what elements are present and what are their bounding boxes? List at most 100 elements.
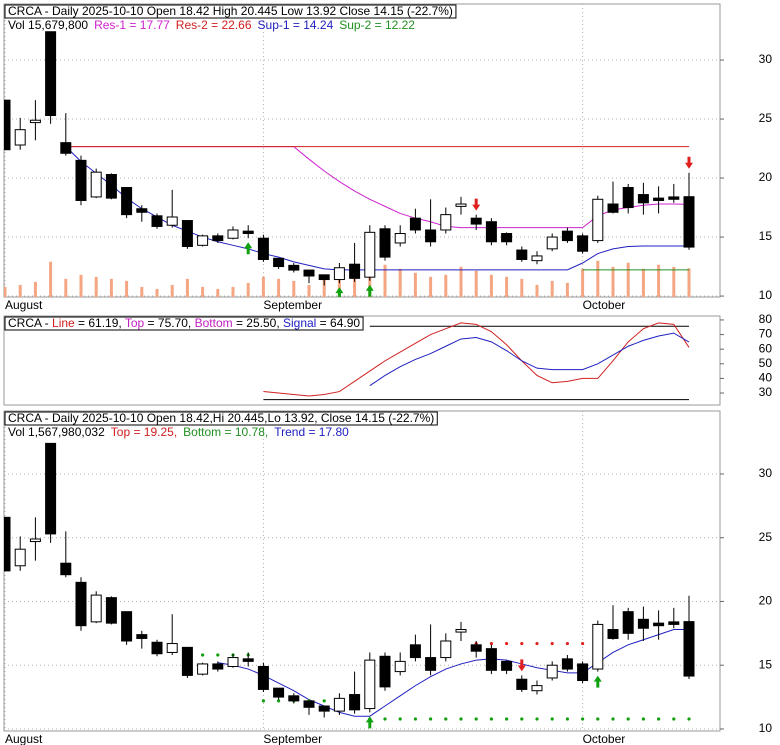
candle-body	[668, 196, 680, 200]
panel-frame	[3, 3, 721, 298]
candle-body	[409, 644, 421, 659]
volume-bar	[307, 284, 311, 297]
candle-body	[273, 257, 285, 268]
volume-bar	[550, 280, 554, 297]
volume-bar	[64, 278, 68, 297]
candle-body	[4, 99, 11, 151]
candle-body	[212, 663, 224, 670]
candle-body	[364, 659, 376, 710]
legend-entry: Sup-1 = 14.24	[258, 18, 334, 32]
legend: Vol 15,679,800 Res-1 = 17.77 Res-2 = 22.66…	[8, 18, 415, 32]
y-tick-label: 40	[759, 371, 773, 385]
chart-title: CRCA - Daily 2025-10-10 Open 18.42,Hi 20…	[8, 411, 434, 425]
header-part: Top	[125, 316, 145, 330]
volume-bar	[474, 270, 478, 297]
candle-body	[29, 538, 41, 543]
y-tick-label: 30	[759, 385, 773, 399]
title-box	[4, 316, 364, 331]
candle-body	[577, 235, 589, 252]
candle-body	[668, 621, 680, 625]
candle-body	[197, 663, 209, 675]
candle-body	[29, 119, 41, 124]
candle-body	[105, 174, 117, 199]
header-part: = 25.50,	[233, 316, 283, 330]
candle-body	[75, 581, 87, 627]
candle-body	[470, 217, 482, 225]
volume-bar	[231, 286, 235, 297]
candle-body	[136, 634, 148, 639]
level-dot	[550, 717, 554, 721]
level-dot	[626, 717, 630, 721]
volume-bar	[565, 282, 569, 297]
candle-body	[561, 658, 573, 670]
volume-bar	[444, 274, 448, 297]
level-dot	[535, 641, 539, 646]
level-dot	[277, 699, 281, 703]
candle-body	[75, 159, 87, 201]
candle-body	[166, 216, 178, 226]
level-dot	[596, 717, 600, 721]
legend-entry: Res-2 = 22.66	[176, 18, 252, 32]
candle-body	[622, 611, 634, 634]
candle-body	[318, 274, 330, 281]
volume-bar	[201, 286, 205, 297]
volume-bar	[429, 276, 433, 297]
legend-entry: Vol 1,567,980,032	[8, 425, 105, 439]
volume-bar	[581, 268, 585, 297]
header-part: Signal	[283, 316, 316, 330]
level-dot	[672, 717, 676, 721]
panel-frame	[3, 315, 721, 406]
volume-bar	[185, 278, 189, 297]
level-dot	[505, 641, 509, 646]
volume-bar	[611, 266, 615, 297]
volume-bar	[641, 268, 645, 297]
y-tick-label: 20	[759, 594, 773, 608]
volume-bar	[459, 266, 463, 297]
candle-body	[546, 664, 558, 679]
candle-body	[425, 657, 437, 671]
volume-bar	[626, 262, 630, 297]
header-part: Line	[52, 316, 75, 330]
level-dot	[641, 717, 646, 721]
candle-body	[136, 208, 148, 213]
volume-bar	[535, 284, 539, 297]
y-tick-label: 15	[759, 229, 773, 243]
candle-body	[501, 233, 513, 243]
volume-bar	[672, 266, 676, 297]
series-line	[369, 332, 690, 387]
volume-bar	[505, 276, 509, 297]
level-dot	[322, 699, 326, 703]
chart-title: CRCA - Daily 2025-10-10 Open 18.42 High …	[8, 4, 453, 18]
candle-body	[409, 217, 421, 231]
candle-body	[105, 597, 117, 624]
axes: 10 15 20 25 30 August September October CRCA - D…	[4, 4, 773, 745]
volume-bar	[94, 276, 98, 297]
level-dot	[535, 717, 539, 721]
candle-body	[90, 171, 102, 198]
candle-body	[288, 264, 300, 271]
candle-body	[592, 198, 604, 242]
title-box	[4, 411, 438, 426]
candle-body	[531, 255, 543, 262]
header-part: CRCA -	[8, 316, 52, 330]
level-dot	[413, 717, 417, 721]
level-dot	[459, 717, 463, 721]
candle-body	[303, 269, 315, 277]
volume-bar	[79, 274, 83, 297]
x-tick-label: August	[5, 732, 43, 745]
candle-body	[607, 203, 619, 213]
series-line	[263, 322, 690, 397]
volume-bar	[216, 288, 220, 297]
level-dot	[429, 717, 433, 721]
candle-body	[592, 623, 604, 670]
x-tick-label: September	[263, 298, 322, 312]
candle-body	[197, 235, 209, 246]
candle-body	[121, 186, 133, 216]
header-part: = 64.90	[316, 316, 360, 330]
x-tick-label: October	[583, 298, 626, 312]
candle-body	[60, 562, 72, 576]
level-dot	[565, 641, 570, 646]
candle-body	[577, 663, 589, 682]
volume-bar	[170, 284, 174, 297]
candle-body	[45, 31, 57, 117]
